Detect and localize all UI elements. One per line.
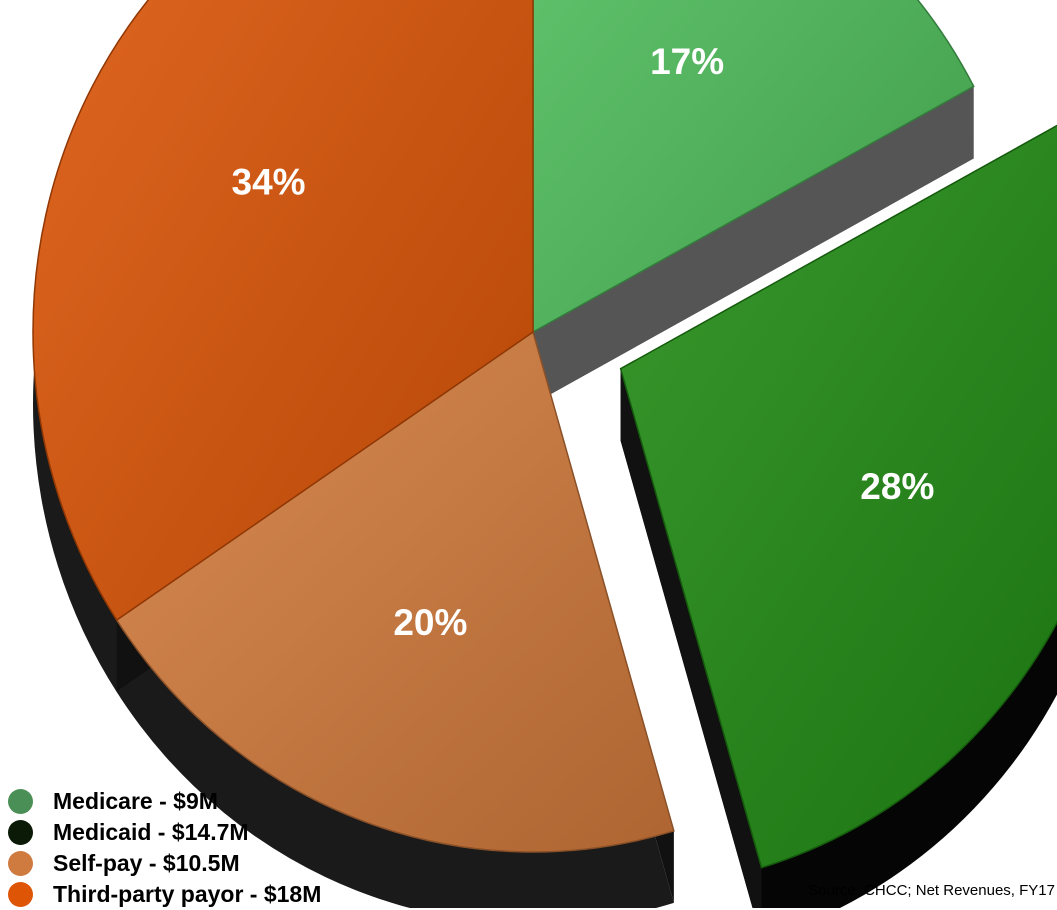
legend-swatch [8,851,33,876]
legend-item-medicare: Medicare - $9M [8,786,321,817]
source-note: Source: CHCC; Net Revenues, FY17 [808,882,1055,899]
legend-item-self-pay: Self-pay - $10.5M [8,848,321,879]
slice-percent-label: 28% [860,466,934,507]
pie-slice-edge [533,86,974,405]
pie-slice [32,0,534,622]
legend: Medicare - $9M Medicaid - $14.7M Self-pa… [8,786,321,910]
slice-percent-label: 20% [393,602,467,643]
legend-swatch [8,789,33,814]
legend-item-medicaid: Medicaid - $14.7M [8,817,321,848]
legend-label: Medicaid - $14.7M [53,819,249,845]
legend-label: Third-party payor - $18M [53,881,322,907]
slice-percent-label: 34% [232,161,306,202]
slice-percent-label: 17% [650,41,724,82]
legend-swatch [8,820,33,845]
pie-labels: 17% 28% 20% 34% [232,41,935,643]
legend-label: Medicare - $9M [53,788,218,814]
pie-tops [32,0,1057,869]
legend-swatch [8,882,33,907]
pie-slice [115,330,675,853]
pie-slice [619,124,1057,869]
pie-slice-edge [620,368,762,908]
pie-slice [532,0,975,334]
legend-label: Self-pay - $10.5M [53,850,240,876]
legend-item-third-party-payor: Third-party payor - $18M [8,879,321,910]
